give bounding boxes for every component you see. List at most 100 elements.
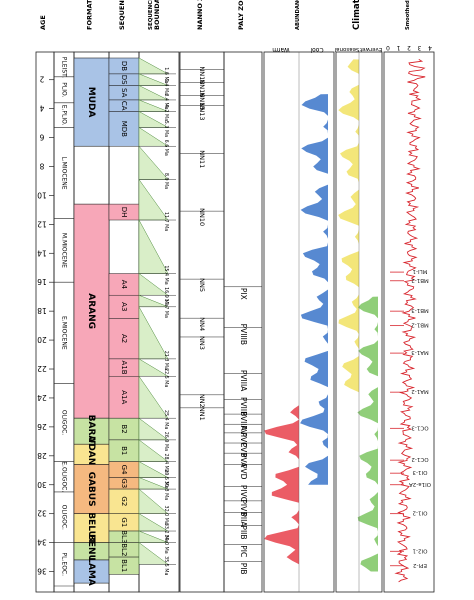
sequence-block: [108, 488, 140, 514]
paly-zone-label: PIVB: [239, 499, 248, 516]
nanno-zone-label: NN4: [198, 317, 206, 331]
nanno-zone-label: NN5: [198, 278, 206, 292]
age-tick-label: 24: [37, 393, 47, 402]
age-tick-label: 2: [39, 75, 44, 84]
sequence-label: A3: [120, 302, 128, 311]
paly-zone-label: PVIIIA: [239, 370, 248, 392]
epoch-column: PLEIST. PLIO. E.PLIO. L.MIOCENE M.MIOCENE E.M…: [54, 57, 74, 587]
paly-zone-column: PIX PVIIIB PVIIIA PVIIBPVIIAPVIPVCPVBPVAPVD…: [224, 286, 262, 575]
nanno-zone-label: NN13: [198, 103, 206, 121]
boundary-age-label: 6.6 Ma: [163, 140, 169, 156]
column-headers: AGEFORMATIONSEQUENCEBOUNDARY AGESNANNO Z…: [39, 0, 411, 30]
cool-abundance-area: [300, 94, 328, 485]
boundary-age-label: 26.9 Ma: [163, 432, 169, 451]
epoch-label: E.OLIGOC.: [61, 461, 68, 492]
sequence-label: B1: [120, 446, 128, 455]
age-tick-label: 22: [37, 364, 47, 373]
paly-zone-label: PVA: [239, 453, 248, 468]
age-tick-label: 10: [37, 190, 47, 199]
nanno-zone-label: NN3: [198, 336, 206, 350]
sequence-column: DB DS SA CA MDB DH A4 A3 A2 A1B A1A B2 B1 G4 G3 G2 G1 BL3…: [108, 57, 140, 575]
age-tick-label: 26: [37, 422, 47, 431]
sequence-block: [108, 375, 140, 419]
column-subheader-bnd: SEQUENCE: [148, 0, 154, 30]
age-tick-label: 18: [37, 306, 47, 315]
sequence-label: G4: [120, 465, 128, 475]
boundary-age-label: 15.4 Ma: [163, 265, 169, 284]
boundary-age-label: 25.4 Ma: [163, 410, 169, 429]
sequence-label: B2: [120, 424, 128, 433]
boundary-age-label: 28.4 Ma: [163, 453, 169, 472]
age-tick-label: 16: [37, 277, 47, 286]
sequence-label: MDB: [120, 121, 128, 137]
formation-block-muda: [73, 57, 110, 147]
sequence-label: BL3: [120, 530, 128, 543]
age-tick-label: 36: [37, 567, 47, 576]
boundary-age-label: 29.5 Ma: [163, 469, 169, 488]
nanno-zone-label: NN2: [198, 394, 206, 408]
column-header-iso: Smoothed composite oxygen isotope record: [405, 0, 411, 30]
formation-label: BENUA: [86, 534, 96, 569]
boundary-age-label: 3.4 Ma: [163, 93, 169, 109]
sequence-label: G1: [120, 517, 128, 527]
sequence-label: A4: [120, 280, 128, 290]
isotope-event-label: MB1-2: [411, 322, 429, 328]
age-tick-label: 32: [37, 509, 47, 518]
isotope-axis-tick: 2: [407, 44, 411, 51]
epoch-label: PLIO.: [61, 82, 68, 97]
sequence-label: SA: [120, 88, 128, 98]
isotope-axis-tick: 4: [428, 44, 432, 51]
formation-label: GABUS: [86, 472, 96, 507]
column-header-age: AGE: [39, 15, 47, 30]
isotope-axis-tick: 3: [417, 44, 421, 51]
paly-zone-label: PIC: [239, 545, 248, 557]
age-tick-label: 4: [39, 104, 44, 113]
paly-zone-label: PIX: [239, 288, 248, 300]
column-header-seq: SEQUENCE: [118, 0, 126, 30]
everwet-area: [357, 296, 378, 572]
column-header-form: FORMATION: [86, 0, 94, 30]
nanno-zone-label: NN10: [198, 208, 206, 226]
seasonal-area: [338, 59, 359, 396]
column-header-nan: NANNO ZONE: [196, 0, 204, 30]
formation-block-gabus: [73, 464, 110, 514]
epoch-label: PLEIST.: [61, 57, 68, 78]
isotope-event-label: OI2-1: [413, 547, 428, 553]
nanno-zone-label: NN15: [198, 92, 206, 110]
boundary-age-label: 4.2 Ma: [163, 105, 169, 121]
formation-label: ARANG: [86, 293, 96, 329]
isotope-event-label: OI1-2: [413, 510, 428, 516]
age-tick-label: 20: [37, 335, 47, 344]
epoch-label: L.MIOCENE: [61, 156, 68, 189]
paly-zone-label: PIIB: [239, 525, 248, 539]
boundary-age-label: 30.3 Ma: [163, 481, 169, 500]
sequence-label: DB: [120, 61, 128, 71]
boundary-age-label: 16.9 Ma: [163, 287, 169, 306]
column-header-cli: Climate Trends: [352, 0, 362, 30]
sequence-label: A1A: [120, 390, 128, 404]
formation-label: UDANG: [86, 436, 96, 473]
age-tick-label: 8: [39, 161, 44, 170]
isotope-curve: [394, 59, 426, 583]
sequence-label: G2: [120, 496, 128, 506]
boundary-age-label: 8.9 Ma: [163, 173, 169, 189]
warm-label: Warm: [272, 46, 290, 53]
age-tick-label: 14: [37, 248, 47, 257]
sequence-label: A2: [120, 334, 128, 343]
paly-zone-label: PIIA: [239, 512, 248, 527]
formation-block-belut: [73, 513, 110, 543]
sequence-label: CA: [120, 101, 128, 111]
cool-label: Cool: [310, 46, 324, 53]
column-header-bnd: BOUNDARY AGES: [153, 0, 161, 30]
isotope-event-label: MLI-1: [413, 268, 428, 274]
boundary-age-label: 17.7 Ma: [163, 299, 169, 318]
isotope-axis-tick: 1: [396, 44, 400, 51]
sequence-label: DS: [120, 75, 128, 85]
column-header-abd: ABUNDANCE SUCCESSION (BOREAL) MAJOR PLAN…: [295, 0, 301, 30]
isotope-axis-tick: 0: [386, 44, 390, 51]
